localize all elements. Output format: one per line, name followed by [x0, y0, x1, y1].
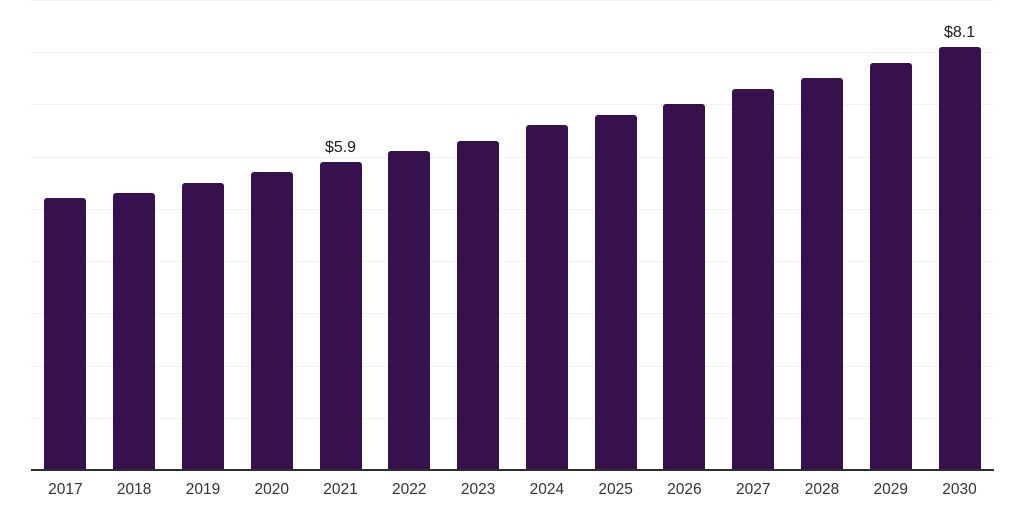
x-axis-tick-label-2020: 2020 — [254, 481, 289, 498]
bar-slot-2025 — [581, 0, 650, 470]
x-axis-tick-label-2027: 2027 — [735, 481, 771, 498]
x-axis-tick-label-2021: 2021 — [323, 481, 358, 498]
bar-2028 — [800, 78, 843, 470]
gridline — [30, 208, 994, 210]
bar-2029 — [869, 62, 912, 470]
bar-value-label-2030: $8.1 — [943, 24, 976, 41]
bar-slot-2028 — [788, 0, 857, 470]
bar-2022 — [388, 151, 431, 470]
x-axis-tick-label-2029: 2029 — [873, 481, 908, 498]
bar-2019 — [181, 182, 224, 470]
bar-slot-2029 — [856, 0, 925, 470]
bars-row: $5.9 $8.1 — [31, 0, 994, 470]
gridline — [30, 261, 994, 263]
x-axis-tick-label-2024: 2024 — [529, 481, 565, 498]
x-axis-tick-label-2017: 2017 — [48, 481, 83, 498]
plot-area: $5.9 $8.1 — [30, 0, 994, 471]
bar-slot-2019 — [169, 0, 238, 470]
x-axis-tick-label-2023: 2023 — [460, 481, 496, 498]
bar-2023 — [457, 141, 500, 470]
gridline — [30, 0, 994, 1]
x-axis-tick-labels: 2017 2018 2019 2020 2021 2022 2023 2024 2025 2026… — [31, 481, 994, 499]
gridline — [30, 417, 994, 419]
bar-2024 — [525, 125, 568, 470]
x-axis-line — [31, 469, 994, 471]
x-axis-tick-label-2022: 2022 — [392, 481, 427, 498]
gridline — [30, 156, 994, 158]
bar-slot-2017 — [31, 0, 100, 470]
gridline — [30, 52, 994, 54]
bar-slot-2020 — [237, 0, 306, 470]
x-axis-tick-label-2018: 2018 — [116, 481, 152, 498]
x-axis-tick-label-2019: 2019 — [185, 481, 221, 498]
bar-slot-2024 — [512, 0, 581, 470]
bar-2018 — [113, 193, 156, 470]
bar-2025 — [594, 114, 637, 470]
x-axis-tick-label-2025: 2025 — [598, 481, 633, 498]
x-axis-tick-label-2030: 2030 — [942, 481, 977, 498]
bar-2017 — [44, 198, 87, 470]
bar-slot-2021: $5.9 — [306, 0, 375, 470]
bar-2027 — [732, 88, 775, 470]
x-axis-tick-label-2028: 2028 — [804, 481, 840, 498]
bar-slot-2030: $8.1 — [925, 0, 994, 470]
x-axis-tick-label-2026: 2026 — [667, 481, 702, 498]
bar-slot-2022 — [375, 0, 444, 470]
bar-2020 — [250, 172, 293, 470]
bar-2030 — [938, 47, 981, 470]
bar-slot-2018 — [100, 0, 169, 470]
bar-2021 — [319, 161, 362, 470]
bar-slot-2027 — [719, 0, 788, 470]
bar-2026 — [663, 104, 706, 470]
bar-slot-2023 — [444, 0, 513, 470]
gridline — [30, 104, 994, 106]
gridline — [30, 313, 994, 315]
bar-value-label-2021: $5.9 — [324, 138, 357, 156]
gridline — [30, 365, 994, 367]
bar-slot-2026 — [650, 0, 719, 470]
